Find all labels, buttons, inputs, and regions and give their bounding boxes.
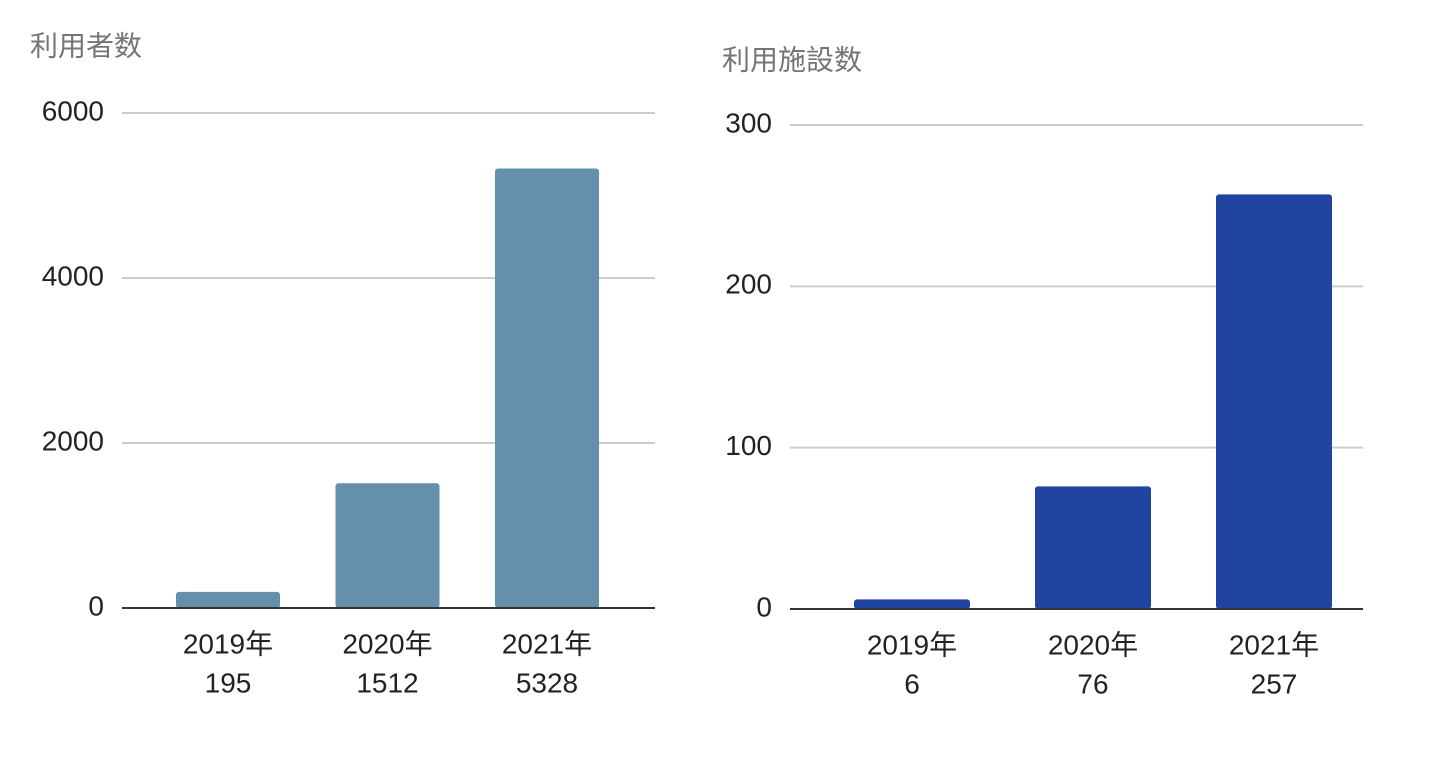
y-tick-label: 200 (725, 269, 772, 300)
y-tick-label: 2000 (42, 425, 104, 456)
y-tick-label: 4000 (42, 260, 104, 291)
y-tick-label: 6000 (42, 95, 104, 126)
value-label: 5328 (516, 667, 578, 698)
value-label: 195 (205, 667, 252, 698)
x-tick-label: 2021年 (502, 628, 592, 659)
value-label: 6 (904, 668, 920, 699)
y-tick-label: 0 (88, 590, 104, 621)
bar (176, 591, 280, 608)
bar (495, 168, 599, 608)
x-tick-label: 2019年 (183, 628, 273, 659)
bar (1035, 486, 1151, 609)
bar (1216, 194, 1332, 609)
value-label: 76 (1077, 668, 1108, 699)
y-tick-label: 300 (725, 107, 772, 138)
bar (335, 483, 440, 608)
x-tick-label: 2021年 (1229, 629, 1319, 660)
chart-title: 利用者数 (30, 30, 142, 61)
chart-title: 利用施設数 (722, 44, 862, 75)
bar (854, 599, 970, 609)
value-label: 257 (1251, 668, 1298, 699)
y-tick-label: 0 (756, 591, 772, 622)
x-tick-label: 2020年 (342, 628, 432, 659)
y-tick-label: 100 (725, 430, 772, 461)
value-label: 1512 (356, 667, 418, 698)
x-tick-label: 2020年 (1048, 629, 1138, 660)
x-tick-label: 2019年 (867, 629, 957, 660)
